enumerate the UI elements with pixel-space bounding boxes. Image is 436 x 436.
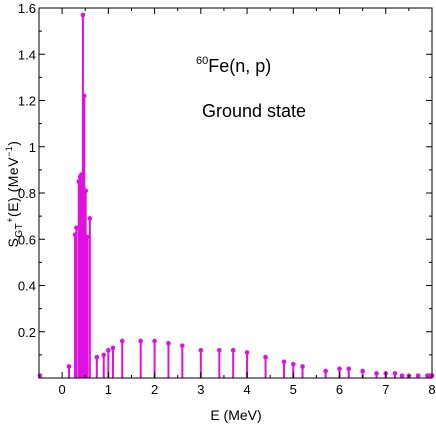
stem-marker [263, 354, 268, 360]
y-axis-label-main: S [5, 238, 21, 248]
stem-marker [85, 234, 90, 240]
y-tick-label: 0.4 [18, 279, 36, 294]
stems-layer [37, 12, 435, 378]
stem-marker [66, 364, 72, 369]
stem-marker [110, 345, 116, 351]
stem-marker [180, 343, 185, 348]
y-tick-label: 0.8 [18, 186, 36, 201]
state-annotation: Ground state [202, 101, 306, 121]
x-tick-label: 6 [336, 382, 343, 397]
isotope-mass-number: 60 [196, 55, 208, 67]
x-axis-label: E (MeV) [210, 407, 261, 423]
x-tick-label: 5 [290, 382, 297, 397]
stem-marker [337, 366, 342, 372]
stem-marker [290, 361, 296, 367]
stem-marker [198, 347, 204, 353]
x-tick-label: 4 [243, 382, 250, 397]
stem-marker [360, 368, 365, 374]
stem-marker [74, 225, 79, 230]
stem-marker [230, 347, 236, 353]
stem-marker [80, 12, 86, 18]
stem-marker [323, 368, 328, 374]
stem-marker [119, 338, 125, 344]
x-tick-label: 3 [197, 382, 204, 397]
y-axis-label: SGT+(E) (MeV−1) [4, 141, 25, 248]
stem-marker [374, 371, 379, 376]
stem-marker [300, 364, 305, 369]
stem-marker [83, 188, 88, 193]
y-axis-label-exp: −1 [4, 146, 14, 157]
stem-marker [106, 347, 111, 353]
ticks-layer: 0 1 2 3 4 5 6 7 8 0.2 0.4 0.6 0.8 1 1.2 1.4 1.6 [18, 1, 436, 397]
y-tick-label: 1.4 [18, 47, 36, 62]
x-tick-label: 7 [382, 382, 389, 397]
stem-marker [166, 341, 171, 346]
stem-marker [415, 373, 421, 378]
x-tick-label: 0 [59, 382, 66, 397]
reaction-annotation: 60Fe(n, p) [196, 55, 271, 76]
y-tick-label: 0.6 [18, 232, 36, 247]
stem-marker [244, 350, 250, 355]
stem-marker [82, 93, 87, 99]
stem-marker [94, 354, 100, 360]
y-axis-label-tail: (E) (MeV [5, 157, 21, 217]
reaction-label: Fe(n, p) [208, 56, 271, 76]
y-tick-label: 0.2 [18, 325, 36, 340]
stem-marker [101, 352, 107, 358]
stem-marker [399, 373, 405, 378]
stem-marker [346, 366, 352, 372]
y-axis-label-sup: + [5, 217, 15, 223]
y-axis-label-sub: GT [14, 223, 25, 238]
x-tick-label: 1 [105, 382, 112, 397]
stem-marker [281, 359, 287, 365]
stem-marker [138, 338, 144, 344]
y-tick-label: 1.6 [18, 1, 36, 16]
y-tick-label: 1.2 [18, 94, 36, 109]
y-tick-label: 1 [29, 140, 36, 155]
stem-marker [37, 373, 43, 378]
stem-marker [217, 347, 222, 353]
y-axis-label-end: ) [5, 141, 21, 146]
stem-marker [87, 216, 93, 221]
stem-marker [392, 371, 398, 376]
x-tick-label: 8 [428, 382, 435, 397]
stem-marker [152, 338, 157, 344]
x-tick-label: 2 [151, 382, 158, 397]
